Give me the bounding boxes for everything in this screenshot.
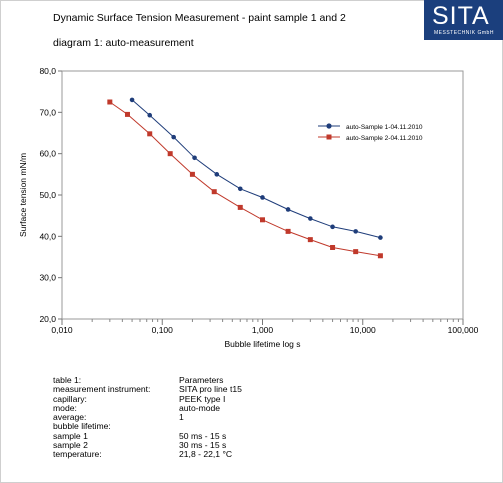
parameter-value: 21,8 - 22,1 °C — [179, 449, 233, 460]
plot-area: 20,0 30,0 40,0 50,0 60,0 70,0 80,0 0,010 0,100 1,… — [18, 66, 479, 349]
x-tick-label: 100,000 — [448, 325, 479, 335]
series-2-point — [377, 253, 383, 259]
y-axis-label: Surface tension mN/m — [18, 153, 28, 237]
series-1-point — [285, 207, 291, 212]
x-tick-label: 1,000 — [252, 325, 274, 335]
legend-marker — [326, 123, 332, 129]
series-1-point — [353, 229, 358, 234]
parameter-key: measurement instrument: — [53, 384, 151, 395]
y-tick-label: 80,0 — [39, 66, 56, 76]
x-tick-label: 0,100 — [152, 325, 174, 335]
parameter-value: SITA pro line t15 — [179, 384, 242, 395]
parameter-value: 50 ms - 15 s — [179, 430, 227, 441]
logo-text: SITA — [432, 2, 490, 30]
series-2-point — [211, 189, 217, 195]
parameter-value: 30 ms - 15 s — [179, 440, 227, 451]
series-1-point — [129, 97, 135, 103]
y-tick-label: 50,0 — [39, 190, 56, 200]
parameter-row: average: 1 — [53, 412, 242, 423]
series-2-point — [147, 131, 153, 137]
series-1-point — [147, 112, 153, 118]
parameter-key: average: — [53, 412, 87, 423]
parameters-table: table 1: Parameters measurement instrument… — [53, 375, 242, 460]
parameter-key: table 1: — [53, 375, 82, 385]
parameter-value: PEEK type I — [179, 393, 226, 404]
parameter-key: capillary: — [53, 393, 87, 404]
parameter-value: 1 — [179, 412, 184, 423]
y-tick-label: 70,0 — [39, 107, 56, 117]
sita-logo: SITA MESSTECHNIK GmbH — [424, 0, 503, 40]
parameter-key: bubble lifetime: — [53, 421, 111, 432]
legend-label: auto-Sample 2-04.11.2010 — [346, 135, 423, 142]
parameter-key: sample 1 — [53, 430, 88, 441]
parameter-row: measurement instrument: SITA pro line t15 — [53, 384, 242, 395]
legend-marker — [326, 134, 332, 140]
series-1-point — [260, 195, 265, 200]
parameter-value: auto-mode — [179, 402, 221, 413]
logo-subtext: MESSTECHNIK GmbH — [434, 30, 494, 36]
y-tick-label: 40,0 — [39, 231, 56, 241]
page-title: Dynamic Surface Tension Measurement - pa… — [53, 12, 346, 24]
parameter-row: sample 1 50 ms - 15 s — [53, 430, 242, 441]
series-2-point — [124, 111, 130, 117]
series-1-point — [171, 134, 176, 140]
parameter-key: mode: — [53, 402, 77, 413]
series-line-1 — [131, 99, 381, 239]
series-1-point — [330, 224, 335, 230]
series-1-point — [237, 186, 243, 192]
y-tick-label: 60,0 — [39, 149, 56, 159]
series-1-point — [192, 155, 197, 161]
parameter-row: bubble lifetime: — [53, 421, 242, 432]
series-2-point — [107, 99, 113, 105]
series-2-point — [189, 171, 195, 177]
diagram-subtitle: diagram 1: auto-measurement — [53, 37, 194, 49]
series-2-point — [330, 244, 336, 250]
series-2-point — [307, 237, 313, 243]
plot-frame — [61, 70, 464, 320]
series-1-point — [308, 216, 313, 221]
series-2-point — [260, 217, 265, 223]
series-2-point — [285, 228, 291, 234]
series-2-point — [167, 151, 173, 157]
x-tick-label: 0,010 — [51, 325, 73, 335]
series-2-point — [353, 249, 359, 255]
series-line-2 — [109, 101, 381, 257]
parameter-value: Parameters — [179, 375, 224, 385]
x-tick-label: 10,000 — [350, 325, 376, 335]
series-1-point — [214, 172, 220, 177]
series-1-point — [378, 235, 383, 240]
y-tick-label: 30,0 — [39, 273, 56, 283]
x-axis-label: Bubble lifetime log s — [224, 339, 300, 349]
parameter-row: capillary: PEEK type I — [53, 393, 242, 404]
y-tick-label: 20,0 — [39, 314, 56, 324]
parameter-row: mode: auto-mode — [53, 402, 242, 413]
parameter-row: temperature: 21,8 - 22,1 °C — [53, 449, 242, 460]
parameter-key: temperature: — [53, 449, 102, 460]
legend-label: auto-Sample 1-04.11.2010 — [346, 124, 423, 131]
parameter-key: sample 2 — [53, 440, 88, 451]
parameter-row: table 1: Parameters — [53, 375, 242, 385]
series-2-point — [237, 204, 243, 210]
parameter-row: sample 2 30 ms - 15 s — [53, 440, 242, 451]
